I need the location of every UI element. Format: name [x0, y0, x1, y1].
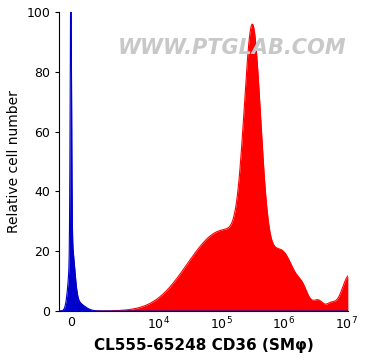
Text: WWW.PTGLAB.COM: WWW.PTGLAB.COM: [118, 38, 347, 58]
X-axis label: CL555-65248 CD36 (SMφ): CL555-65248 CD36 (SMφ): [94, 338, 314, 353]
Y-axis label: Relative cell number: Relative cell number: [7, 90, 21, 233]
